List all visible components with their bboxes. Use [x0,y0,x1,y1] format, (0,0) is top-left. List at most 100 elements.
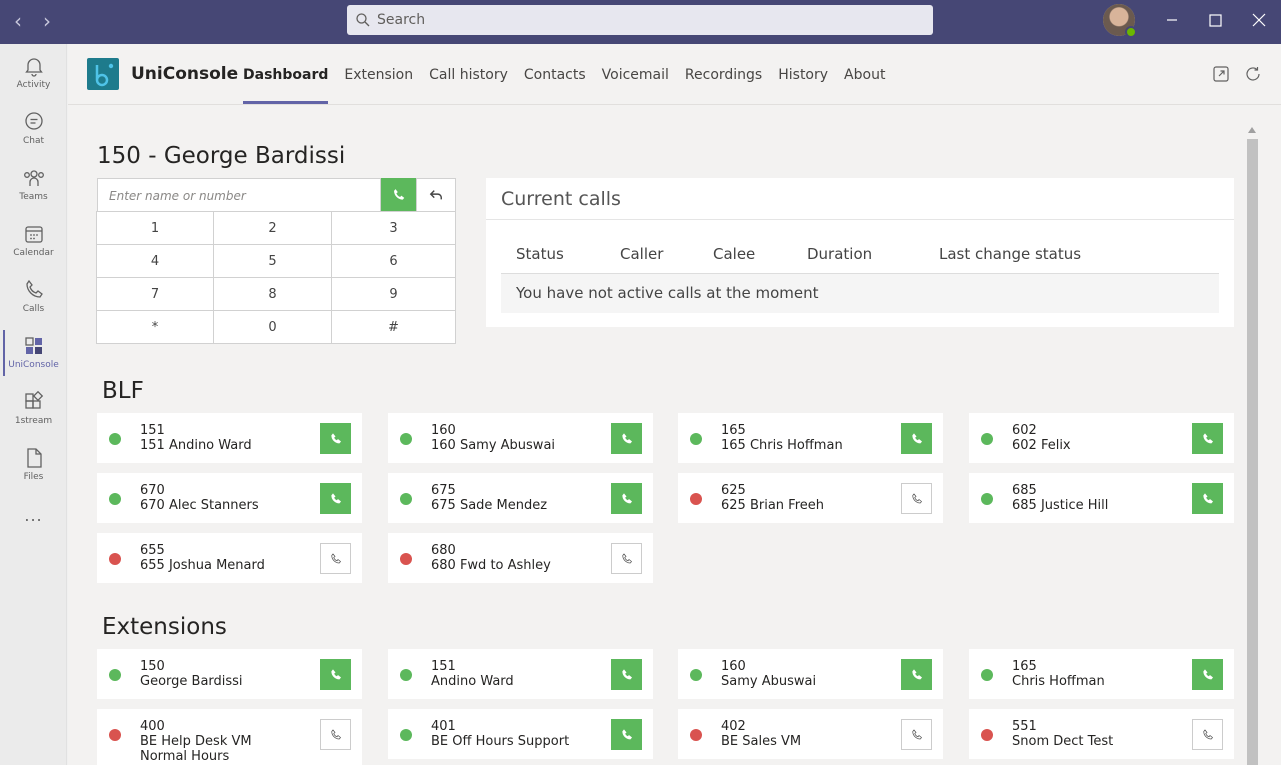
scrollbar[interactable] [1247,127,1258,765]
rail-item-chat[interactable]: Chat [0,110,67,162]
call-button[interactable] [320,543,351,574]
call-button[interactable] [611,483,642,514]
key-hash[interactable]: # [331,310,456,344]
key-4[interactable]: 4 [96,244,214,278]
rail-item-activity[interactable]: Activity [0,54,67,106]
key-5[interactable]: 5 [213,244,332,278]
call-button[interactable] [901,483,932,514]
key-3[interactable]: 3 [331,211,456,245]
rail-item-teams[interactable]: Teams [0,166,67,218]
call-button[interactable] [611,659,642,690]
contact-info: 602 602 Felix [1012,423,1071,453]
back-arrow-icon[interactable]: ‹ [14,9,22,33]
call-button[interactable] [1192,659,1223,690]
key-1[interactable]: 1 [96,211,214,245]
contact-info: 685 685 Justice Hill [1012,483,1108,513]
contact-name: BE Help Desk VM [140,734,252,749]
popout-button[interactable] [1212,65,1230,83]
contact-name: 625 Brian Freeh [721,498,824,513]
call-button[interactable] [1192,483,1223,514]
tab-voicemail[interactable]: Voicemail [601,67,669,83]
contact-name: Chris Hoffman [1012,674,1105,689]
call-button[interactable] [611,719,642,750]
tab-contacts[interactable]: Contacts [523,67,586,83]
call-button[interactable] [901,719,932,750]
contact-info: 680 680 Fwd to Ashley [431,543,551,573]
app-rail: Activity Chat Teams Calendar Calls UniCo… [0,44,67,765]
scrollbar-thumb[interactable] [1247,139,1258,765]
contact-name: 151 Andino Ward [140,438,252,453]
contact-info: 151 151 Andino Ward [140,423,252,453]
tab-dashboard[interactable]: Dashboard [243,67,329,104]
contact-number: 401 [431,719,456,734]
call-button[interactable] [320,719,351,750]
contact-name: BE Off Hours Support [431,734,570,749]
contact-name: 602 Felix [1012,438,1071,453]
tab-bar: Dashboard Extension Call history Contact… [243,67,901,104]
dial-input[interactable]: Enter name or number [97,178,381,212]
call-button[interactable] [611,543,642,574]
contact-name: 655 Joshua Menard [140,558,265,573]
contact-info: 160 160 Samy Abuswai [431,423,555,453]
call-button[interactable] [611,423,642,454]
refresh-button[interactable] [1244,65,1262,83]
call-button[interactable] [1192,719,1223,750]
forward-arrow-icon[interactable]: › [43,9,51,33]
rail-item-uniconsole[interactable]: UniConsole [0,334,67,386]
contact-info: 655 655 Joshua Menard [140,543,265,573]
contact-number: 150 [140,659,165,674]
more-apps-button[interactable]: ... [0,506,67,558]
call-button[interactable] [320,659,351,690]
rail-item-calendar[interactable]: Calendar [0,222,67,274]
rail-item-label: Chat [22,136,45,146]
status-unavailable-icon [690,729,702,741]
status-unavailable-icon [109,553,121,565]
key-9[interactable]: 9 [331,277,456,311]
tab-recordings[interactable]: Recordings [684,67,763,83]
refresh-icon [1246,67,1260,81]
key-0[interactable]: 0 [213,310,332,344]
close-button[interactable] [1247,10,1271,34]
tab-extension[interactable]: Extension [344,67,414,83]
contact-name: BE Sales VM [721,734,802,749]
call-button[interactable] [901,423,932,454]
contact-number: 625 [721,483,746,498]
rail-item-files[interactable]: Files [0,446,67,498]
file-icon [26,448,42,468]
minimize-button[interactable] [1160,10,1184,34]
contact-info: 165 Chris Hoffman [1012,659,1105,689]
key-2[interactable]: 2 [213,211,332,245]
tab-about[interactable]: About [844,67,886,83]
rail-item-calls[interactable]: Calls [0,278,67,330]
contact-card: 160 Samy Abuswai [678,649,943,699]
call-button[interactable] [320,483,351,514]
key-star[interactable]: * [96,310,214,344]
key-6[interactable]: 6 [331,244,456,278]
key-8[interactable]: 8 [213,277,332,311]
contact-card: 402 BE Sales VM [678,709,943,759]
dial-call-button[interactable] [381,178,416,212]
more-icon: ... [24,506,43,525]
dialer: Enter name or number 1 2 3 4 5 6 7 8 9 *… [96,178,456,344]
scroll-up-arrow-icon[interactable] [1248,127,1256,133]
contact-number: 165 [1012,659,1037,674]
call-button[interactable] [320,423,351,454]
status-available-icon [109,669,121,681]
key-7[interactable]: 7 [96,277,214,311]
tab-history[interactable]: History [778,67,829,83]
maximize-button[interactable] [1203,10,1227,34]
contact-number: 400 [140,719,165,734]
contact-name: 165 Chris Hoffman [721,438,843,453]
col-duration: Duration [807,245,873,263]
rail-item-label: Calls [22,304,45,314]
contact-name: 160 Samy Abuswai [431,438,556,453]
calendar-icon [24,226,43,243]
call-button[interactable] [901,659,932,690]
rail-item-1stream[interactable]: 1stream [0,390,67,442]
search-input[interactable]: Search [347,5,933,35]
contact-name: Andino Ward [431,674,514,689]
call-button[interactable] [1192,423,1223,454]
tab-call-history[interactable]: Call history [429,67,508,83]
backspace-button[interactable] [416,178,456,212]
avatar[interactable] [1103,4,1137,38]
